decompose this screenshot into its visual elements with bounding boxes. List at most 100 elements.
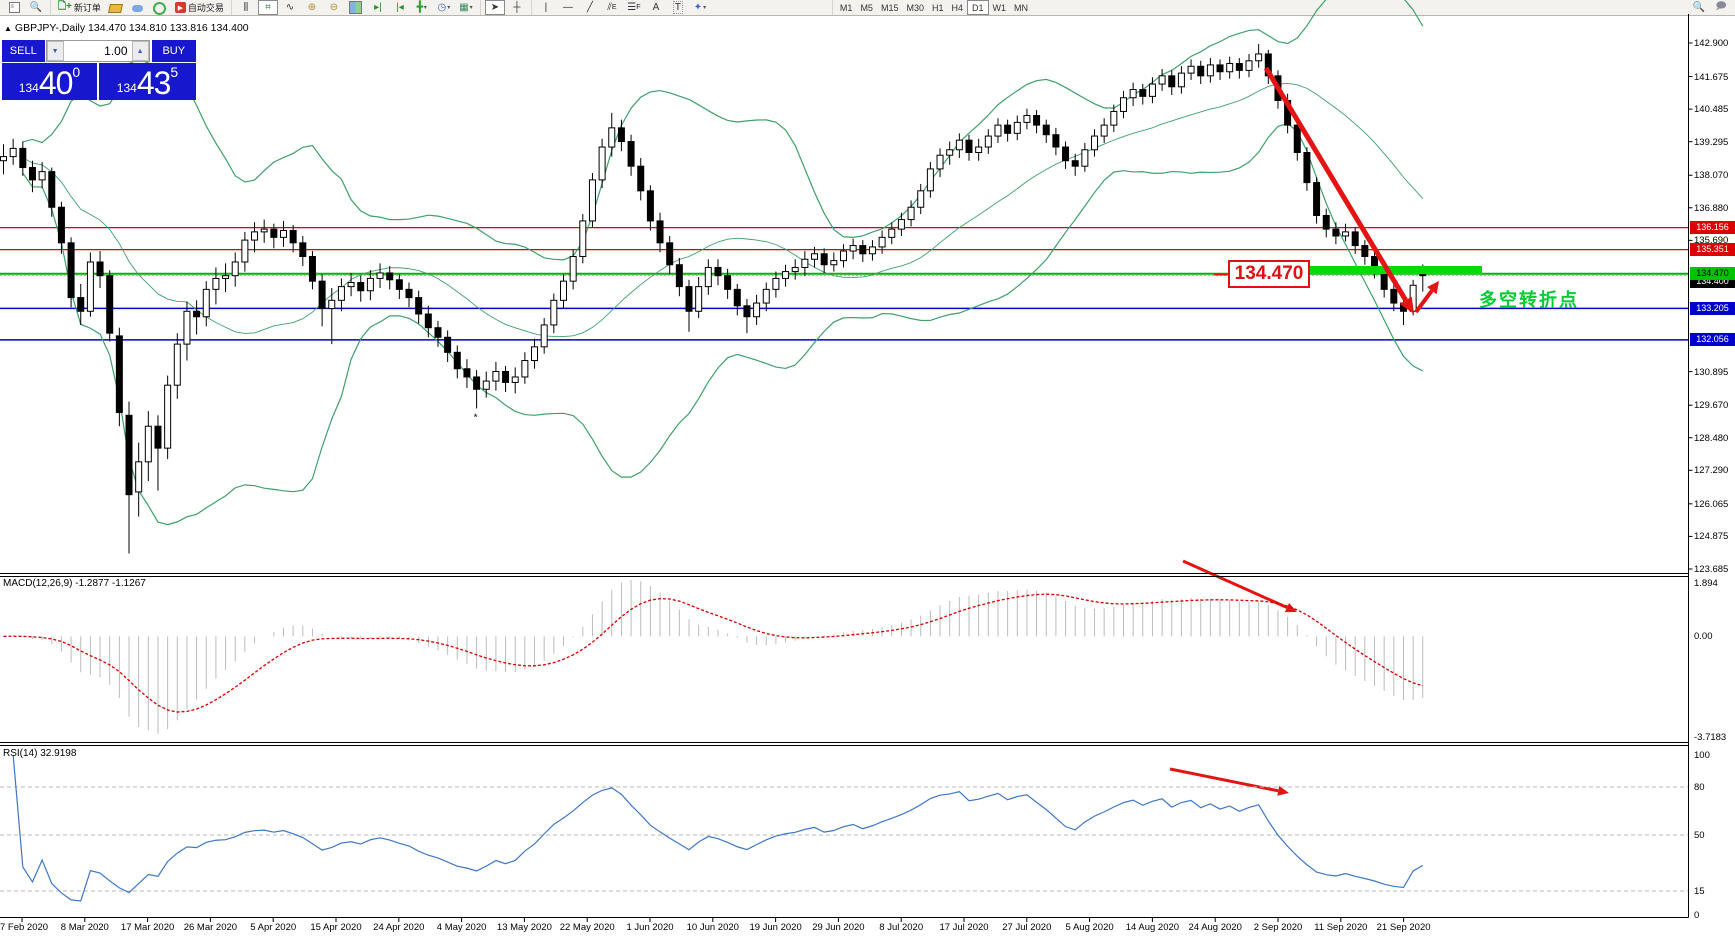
- crosshair-tool-icon[interactable]: ┼: [513, 2, 521, 13]
- lot-size-stepper: ▼ 1.00 ▲: [45, 40, 150, 62]
- date-tick-label: 24 Aug 2020: [1188, 922, 1242, 933]
- date-tick-label: 14 Aug 2020: [1125, 922, 1180, 933]
- date-tick-label: 26 Mar 2020: [183, 922, 238, 933]
- template-icon[interactable]: ▦ ▾: [459, 2, 473, 13]
- timeframe-d1[interactable]: D1: [967, 0, 989, 15]
- date-tick-label: 17 Jul 2020: [939, 922, 989, 933]
- new-order-label: 新订单: [73, 3, 101, 13]
- cloud-icon[interactable]: [128, 0, 148, 15]
- macd-scale-min: -3.7183: [1694, 732, 1727, 743]
- date-tick-label: 15 Apr 2020: [310, 922, 362, 933]
- date-tick-label: 7 Feb 2020: [0, 922, 49, 933]
- price-badge: 136.156: [1690, 221, 1735, 235]
- timeframe-m15[interactable]: M15: [880, 2, 899, 13]
- price-level-flag[interactable]: 134.470: [1228, 260, 1310, 288]
- auto-scroll-icon[interactable]: ▸|: [374, 2, 382, 13]
- date-tick-label: 29 Jun 2020: [812, 922, 865, 933]
- price-tick-label: 136.880: [1694, 202, 1729, 214]
- price-tick-label: 135.690: [1694, 235, 1729, 247]
- rsi-label: RSI(14) 32.9198: [3, 748, 77, 759]
- text-tool-icon[interactable]: A: [652, 2, 660, 13]
- lot-decrease-button[interactable]: ▼: [46, 41, 64, 61]
- autotrade-icon: ▶: [174, 2, 186, 13]
- price-tick-label: 127.290: [1694, 465, 1729, 477]
- buy-price-point: 5: [170, 64, 179, 80]
- vline-tool-icon[interactable]: |: [544, 2, 548, 13]
- fibonacci-tool-icon[interactable]: ☰ F: [627, 2, 641, 13]
- price-tick-label: 124.875: [1694, 531, 1729, 543]
- timeframe-h4[interactable]: H4: [951, 2, 964, 13]
- buy-price-pips: 43: [136, 65, 172, 101]
- buy-price-button[interactable]: 134 43 5: [99, 63, 196, 100]
- tile-windows-icon[interactable]: [346, 0, 366, 15]
- price-badge: 134.470: [1690, 267, 1735, 281]
- main-toolbar: ≡ 🔍 🗋+ 新订单 ▶ 自动交易 ⫼ ⌗ ∿ ⊕ ⊖ ▸| |◂ ╋ ▾: [0, 0, 1735, 16]
- timeframe-toolbar: M1 M5 M15 M30 H1 H4 D1 W1 MN: [831, 0, 1035, 15]
- cursor-tool-icon[interactable]: ➤: [484, 0, 505, 15]
- sell-price-point: 0: [72, 64, 81, 80]
- channel-tool-icon[interactable]: ⫽ E: [607, 2, 617, 13]
- price-tick-label: 142.900: [1694, 38, 1729, 49]
- market-watch-icon[interactable]: ≡: [4, 0, 24, 15]
- rsi-scale-label: 50: [1694, 830, 1705, 841]
- rsi-scale-label: 15: [1694, 886, 1705, 897]
- search-icon[interactable]: 🔍: [1692, 2, 1706, 13]
- plus-doc-icon: 🗋+: [58, 1, 72, 12]
- candle-chart-type-icon[interactable]: ⌗: [257, 0, 278, 15]
- macd-scale-max: 1.894: [1694, 578, 1718, 589]
- sell-button[interactable]: SELL: [2, 40, 45, 62]
- date-tick-label: 2 Sep 2020: [1253, 922, 1303, 933]
- timeframe-m30[interactable]: M30: [906, 2, 924, 13]
- hline-tool-icon[interactable]: —: [562, 2, 573, 13]
- date-tick-label: 24 Apr 2020: [373, 922, 425, 933]
- buy-button[interactable]: BUY: [151, 40, 196, 62]
- new-order-button[interactable]: 🗋+ 新订单: [55, 0, 104, 15]
- turning-point-annotation: 多空转折点: [1479, 290, 1579, 310]
- price-tick-label: 139.295: [1694, 136, 1729, 148]
- sell-price-figure: 134: [18, 81, 39, 95]
- price-tick-label: 123.685: [1694, 563, 1729, 575]
- price-tick-label: 140.485: [1694, 104, 1729, 116]
- price-tick-label: 128.480: [1694, 432, 1729, 444]
- price-tick-label: 129.670: [1694, 400, 1729, 412]
- signals-icon[interactable]: [150, 0, 170, 15]
- autotrade-button[interactable]: ▶ 自动交易: [172, 0, 227, 15]
- timeframe-m5[interactable]: M5: [860, 2, 873, 13]
- date-tick-label: 27 Jul 2020: [1002, 922, 1052, 933]
- rsi-scale-label: 80: [1694, 782, 1705, 793]
- lot-increase-button[interactable]: ▲: [131, 41, 149, 61]
- sell-price-button[interactable]: 134 40 0: [2, 63, 97, 100]
- lot-size-value[interactable]: 1.00: [104, 44, 128, 58]
- data-window-icon[interactable]: 🔍: [29, 2, 43, 13]
- label-tool-icon[interactable]: T: [672, 1, 683, 14]
- date-tick-label: 1 Jun 2020: [626, 922, 674, 933]
- line-chart-type-icon[interactable]: ∿: [285, 2, 295, 13]
- one-click-trade-panel: SELL ▼ 1.00 ▲ BUY 134 40 0 134 43 5: [2, 40, 196, 100]
- symbol-ohlc-line: GBPJPY-,Daily 134.470 134.810 133.816 13…: [14, 22, 249, 34]
- trendline-tool-icon[interactable]: ╱: [586, 2, 593, 13]
- date-tick-label: 19 Jun 2020: [749, 922, 802, 933]
- chart-shift-icon[interactable]: |◂: [396, 2, 404, 13]
- macd-label: MACD(12,26,9) -1.2877 -1.1267: [3, 578, 146, 589]
- rsi-scale-label: 0: [1694, 910, 1700, 921]
- price-badge: 133.205: [1690, 301, 1735, 315]
- price-badge: 132.056: [1690, 333, 1735, 347]
- add-indicator-icon[interactable]: ╋ ▾: [416, 2, 427, 13]
- price-tick-label: 126.065: [1694, 498, 1729, 510]
- buy-price-figure: 134: [116, 81, 137, 95]
- bar-chart-type-icon[interactable]: ⫼: [243, 2, 249, 13]
- timeframe-h1[interactable]: H1: [931, 2, 944, 13]
- chat-icon[interactable]: 🗩: [1715, 1, 1727, 12]
- shapes-tool-icon[interactable]: ✦ ▾: [693, 2, 707, 13]
- date-tick-label: 13 May 2020: [496, 922, 552, 933]
- zoom-in-icon[interactable]: ⊕: [307, 2, 317, 13]
- period-clock-icon[interactable]: ◷ ▾: [437, 2, 451, 13]
- zoom-out-icon[interactable]: ⊖: [329, 2, 339, 13]
- timeframe-mn[interactable]: MN: [1014, 2, 1029, 13]
- symbol-marker-icon: ▲: [4, 24, 12, 33]
- timeframe-w1[interactable]: W1: [992, 2, 1007, 13]
- date-tick-label: 22 May 2020: [559, 922, 615, 933]
- timeframe-m1[interactable]: M1: [839, 2, 853, 13]
